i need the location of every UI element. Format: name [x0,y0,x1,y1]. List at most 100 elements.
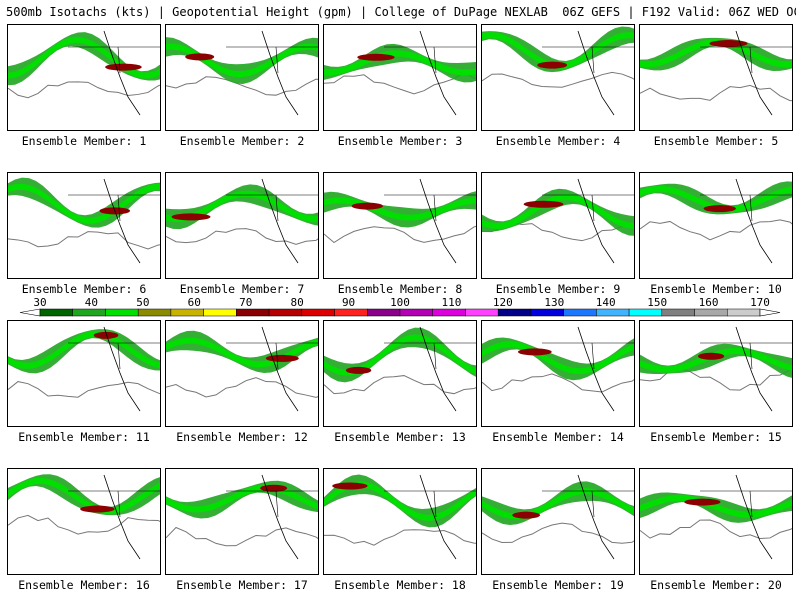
coastline [261,30,299,116]
ensemble-map [166,178,318,264]
height-contour [482,71,634,88]
colorbar-swatch [399,308,433,317]
colorbar-swatch [661,308,695,317]
ensemble-member-label: Ensemble Member: 20 [650,578,782,592]
colorbar-swatch [432,308,466,317]
state-borders [226,342,318,370]
state-borders [700,342,792,370]
ensemble-map-panel [165,468,319,575]
state-borders [700,490,792,518]
ensemble-map [166,326,318,412]
height-contour [8,81,160,99]
colorbar-tick-label: 140 [596,296,616,309]
height-contour [166,377,318,398]
ensemble-member-label: Ensemble Member: 19 [492,578,624,592]
ensemble-member-label: Ensemble Member: 4 [495,134,621,148]
chart-title: 500mb Isotachs (kts) | Geopotential Heig… [6,5,796,19]
jet-max [93,331,119,339]
colorbar-swatch [105,308,139,317]
jet-max [260,484,288,492]
height-contour [324,529,476,546]
height-contour [640,84,792,102]
state-borders [226,46,318,74]
jet-max [105,63,142,71]
jet-band [482,188,634,236]
jet-core [324,334,476,376]
jet-max [517,348,552,356]
jet-max [684,498,721,506]
state-borders [384,490,476,518]
colorbar-swatch [203,308,237,317]
ensemble-map-panel [481,320,635,427]
colorbar-tick-label: 60 [188,296,201,309]
height-contour [8,514,160,535]
ensemble-member-label: Ensemble Member: 17 [176,578,308,592]
jet-band [640,37,792,71]
ensemble-map-panel [481,24,635,131]
ensemble-member-label: Ensemble Member: 13 [334,430,466,444]
jet-band [324,474,476,528]
jet-core [324,50,476,76]
colorbar-swatch [170,308,204,317]
colorbar-swatch [497,308,532,317]
colorbar-tick-label: 30 [33,296,46,309]
height-contour [166,526,318,547]
colorbar-tick-label: 70 [239,296,252,309]
ensemble-map [324,474,476,560]
jet-band [482,481,634,526]
jet-max [80,505,115,513]
colorbar-tick-label: 50 [136,296,149,309]
colorbar-tick-label: 40 [85,296,98,309]
jet-band [166,480,318,519]
colorbar-tick-label: 170 [750,296,770,309]
state-borders [542,194,634,222]
colorbar-tick-label: 130 [544,296,564,309]
colorbar-swatch [301,308,335,317]
state-borders [542,46,634,74]
ensemble-map [482,474,634,560]
jet-max [709,40,748,48]
jet-max [537,61,568,69]
ensemble-map-panel [639,172,793,279]
coastline [103,474,141,560]
jet-max [351,202,383,210]
ensemble-map-panel [7,172,161,279]
colorbar-tick-label: 90 [342,296,355,309]
ensemble-map [640,30,792,116]
height-contour [166,76,318,96]
colorbar-tick-label: 100 [390,296,410,309]
ensemble-map-panel [7,468,161,575]
jet-max [357,53,395,61]
ensemble-map [8,177,160,264]
jet-core [8,330,160,369]
ensemble-map-panel [323,24,477,131]
ensemble-map-panel [481,468,635,575]
ensemble-map-panel [481,172,635,279]
colorbar-swatch [334,308,368,317]
state-borders [542,342,634,370]
ensemble-map [8,474,160,560]
colorbar-tick-label: 80 [291,296,304,309]
jet-max [703,205,736,213]
ensemble-member-label: Ensemble Member: 2 [179,134,305,148]
ensemble-map-panel [323,468,477,575]
colorbar-swatch [72,308,106,317]
colorbar-swatch [628,308,663,317]
jet-core [166,484,318,513]
ensemble-map [324,178,476,264]
colorbar-tick-label: 110 [441,296,461,309]
ensemble-map-panel [639,320,793,427]
state-borders [700,194,792,222]
height-contour [8,381,160,398]
ensemble-member-label: Ensemble Member: 3 [337,134,463,148]
ensemble-member-label: Ensemble Member: 16 [18,578,150,592]
colorbar-swatch [367,308,401,317]
colorbar-swatch [268,308,303,317]
jet-core [640,494,792,518]
ensemble-map-panel [323,320,477,427]
state-borders [68,194,160,222]
ensemble-map-panel [165,24,319,131]
colorbar-swatch [39,308,73,317]
colorbar-swatch [694,308,728,317]
jet-max [523,200,564,208]
